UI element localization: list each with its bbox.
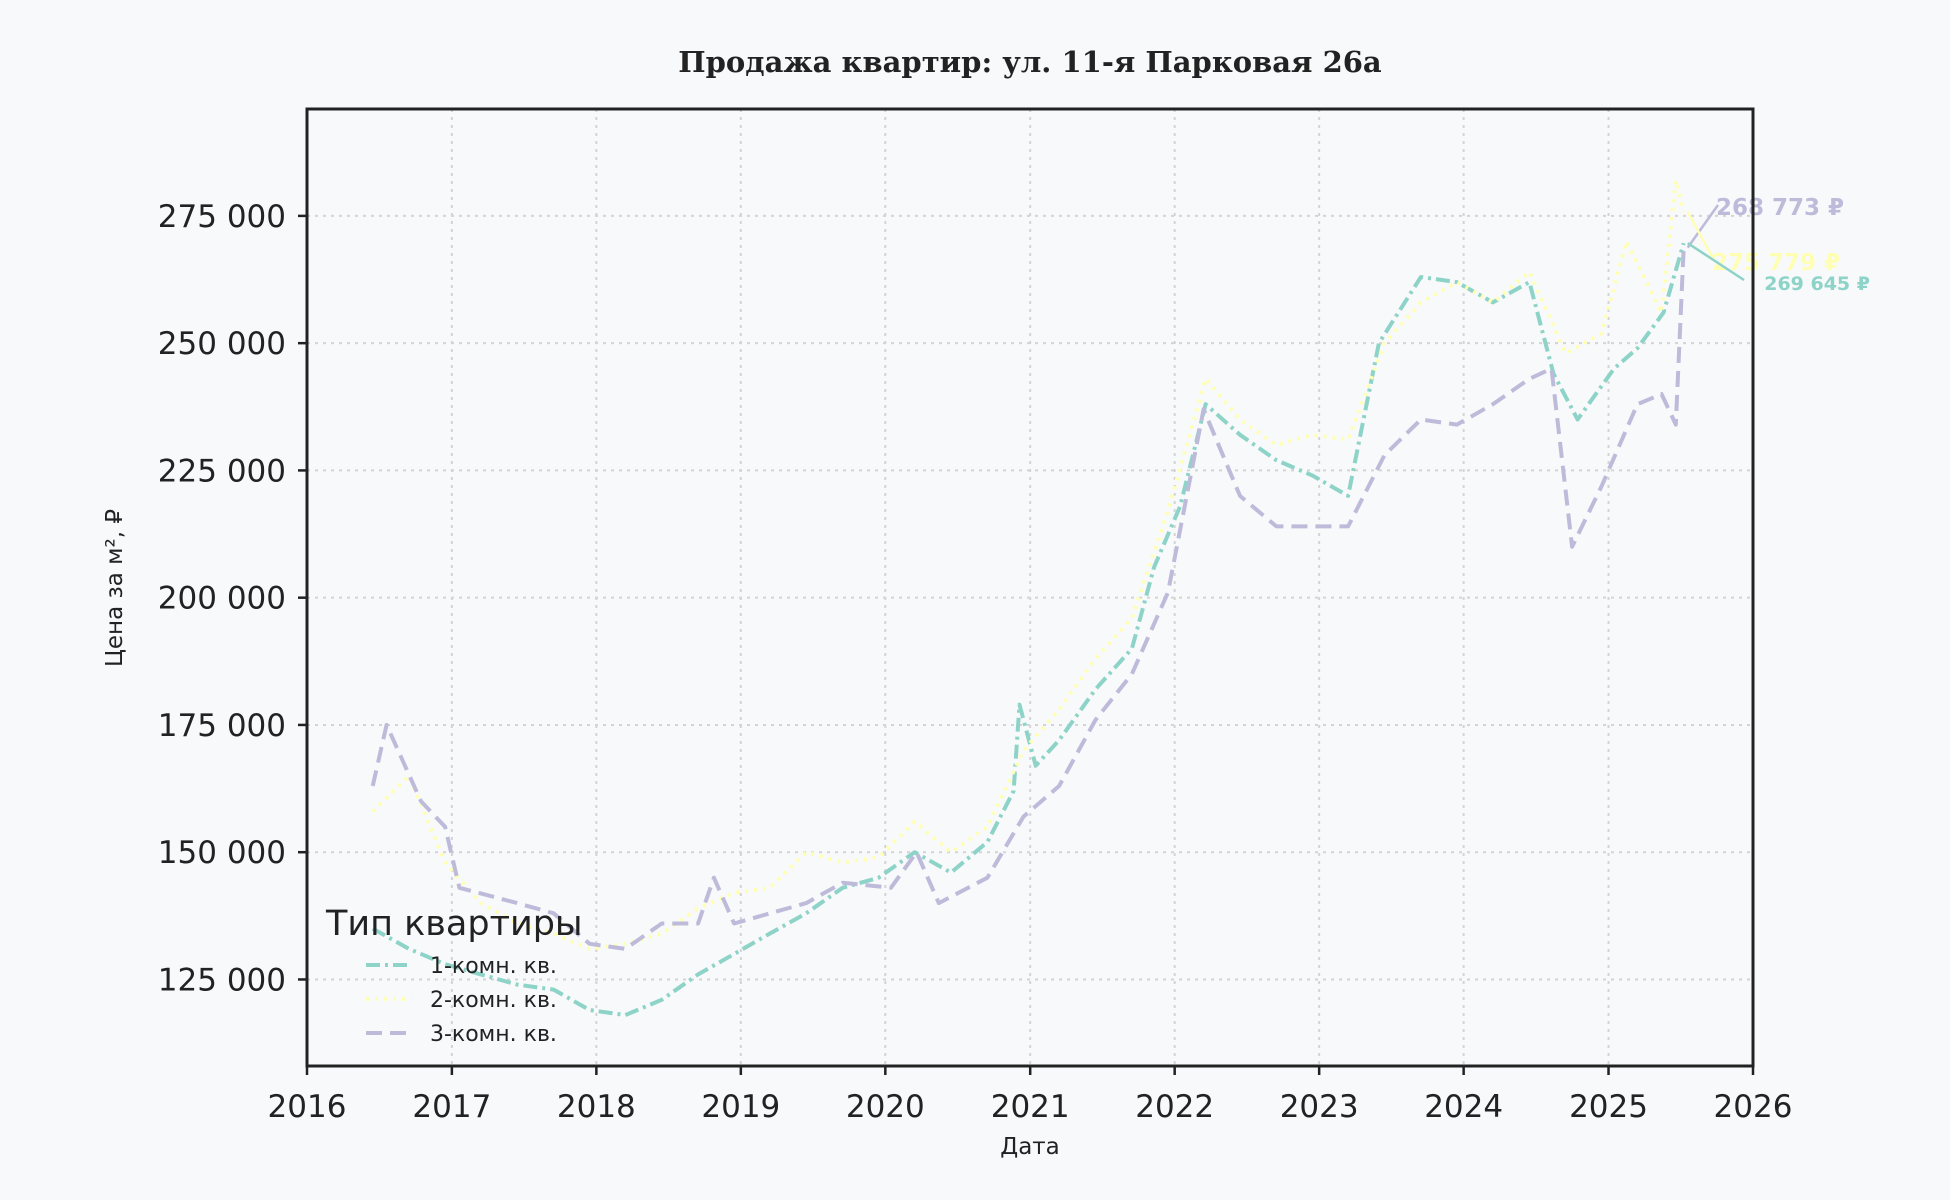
series-layer — [370, 178, 1686, 1018]
grid — [306, 109, 1754, 1066]
series-line-1 — [371, 242, 1686, 1018]
series-line-3 — [370, 247, 1686, 951]
y-tick-label: 250 000 — [158, 326, 286, 362]
x-tick-label: 2019 — [701, 1089, 780, 1125]
annotation-label: 268 773 ₽ — [1716, 195, 1844, 221]
x-axis-label: Дата — [1000, 1134, 1060, 1160]
x-tick-label: 2026 — [1714, 1089, 1793, 1125]
x-tick-label: 2020 — [846, 1089, 925, 1125]
annotation-arrow — [1687, 242, 1745, 282]
x-tick-label: 2022 — [1135, 1089, 1214, 1125]
y-tick-label: 125 000 — [158, 962, 286, 998]
legend-items: 1-комн. кв. 2-комн. кв. 3-комн. кв. — [366, 954, 557, 1047]
legend: Тип квартиры 1-комн. кв. 2-комн. кв. 3-ком… — [325, 904, 583, 1047]
legend-title: Тип квартиры — [325, 904, 583, 944]
series-line-2 — [371, 178, 1686, 951]
y-tick-label: 275 000 — [158, 199, 286, 235]
y-axis-label: Цена за м², ₽ — [102, 509, 128, 667]
x-tick-label: 2023 — [1280, 1089, 1359, 1125]
y-axis: 125 000 150 000 175 000 200 000 225 000 250 0… — [158, 199, 307, 998]
x-tick-label: 2016 — [268, 1089, 347, 1125]
y-tick-label: 150 000 — [158, 835, 286, 871]
x-tick-label: 2021 — [991, 1089, 1070, 1125]
annotation-arrow — [1686, 204, 1720, 249]
y-tick-label: 200 000 — [158, 581, 286, 617]
chart-title: Продажа квартир: ул. 11-я Парковая 26а — [678, 45, 1382, 79]
y-tick-label: 175 000 — [158, 708, 286, 744]
annotation-arrow — [1686, 211, 1716, 261]
legend-label: 2-комн. кв. — [430, 988, 557, 1013]
x-axis: 2016 2017 2018 2019 2020 2021 2022 2023 2024 2025… — [268, 1066, 1793, 1125]
x-tick-label: 2018 — [557, 1089, 636, 1125]
x-tick-label: 2017 — [412, 1089, 491, 1125]
legend-label: 3-комн. кв. — [430, 1022, 557, 1047]
annotations-layer: 268 773 ₽275 779 ₽269 645 ₽ — [1686, 195, 1870, 295]
annotation-label: 269 645 ₽ — [1764, 273, 1870, 295]
y-tick-label: 225 000 — [158, 453, 286, 489]
x-tick-label: 2024 — [1424, 1089, 1503, 1125]
x-tick-label: 2025 — [1569, 1089, 1648, 1125]
legend-label: 1-комн. кв. — [430, 954, 557, 979]
